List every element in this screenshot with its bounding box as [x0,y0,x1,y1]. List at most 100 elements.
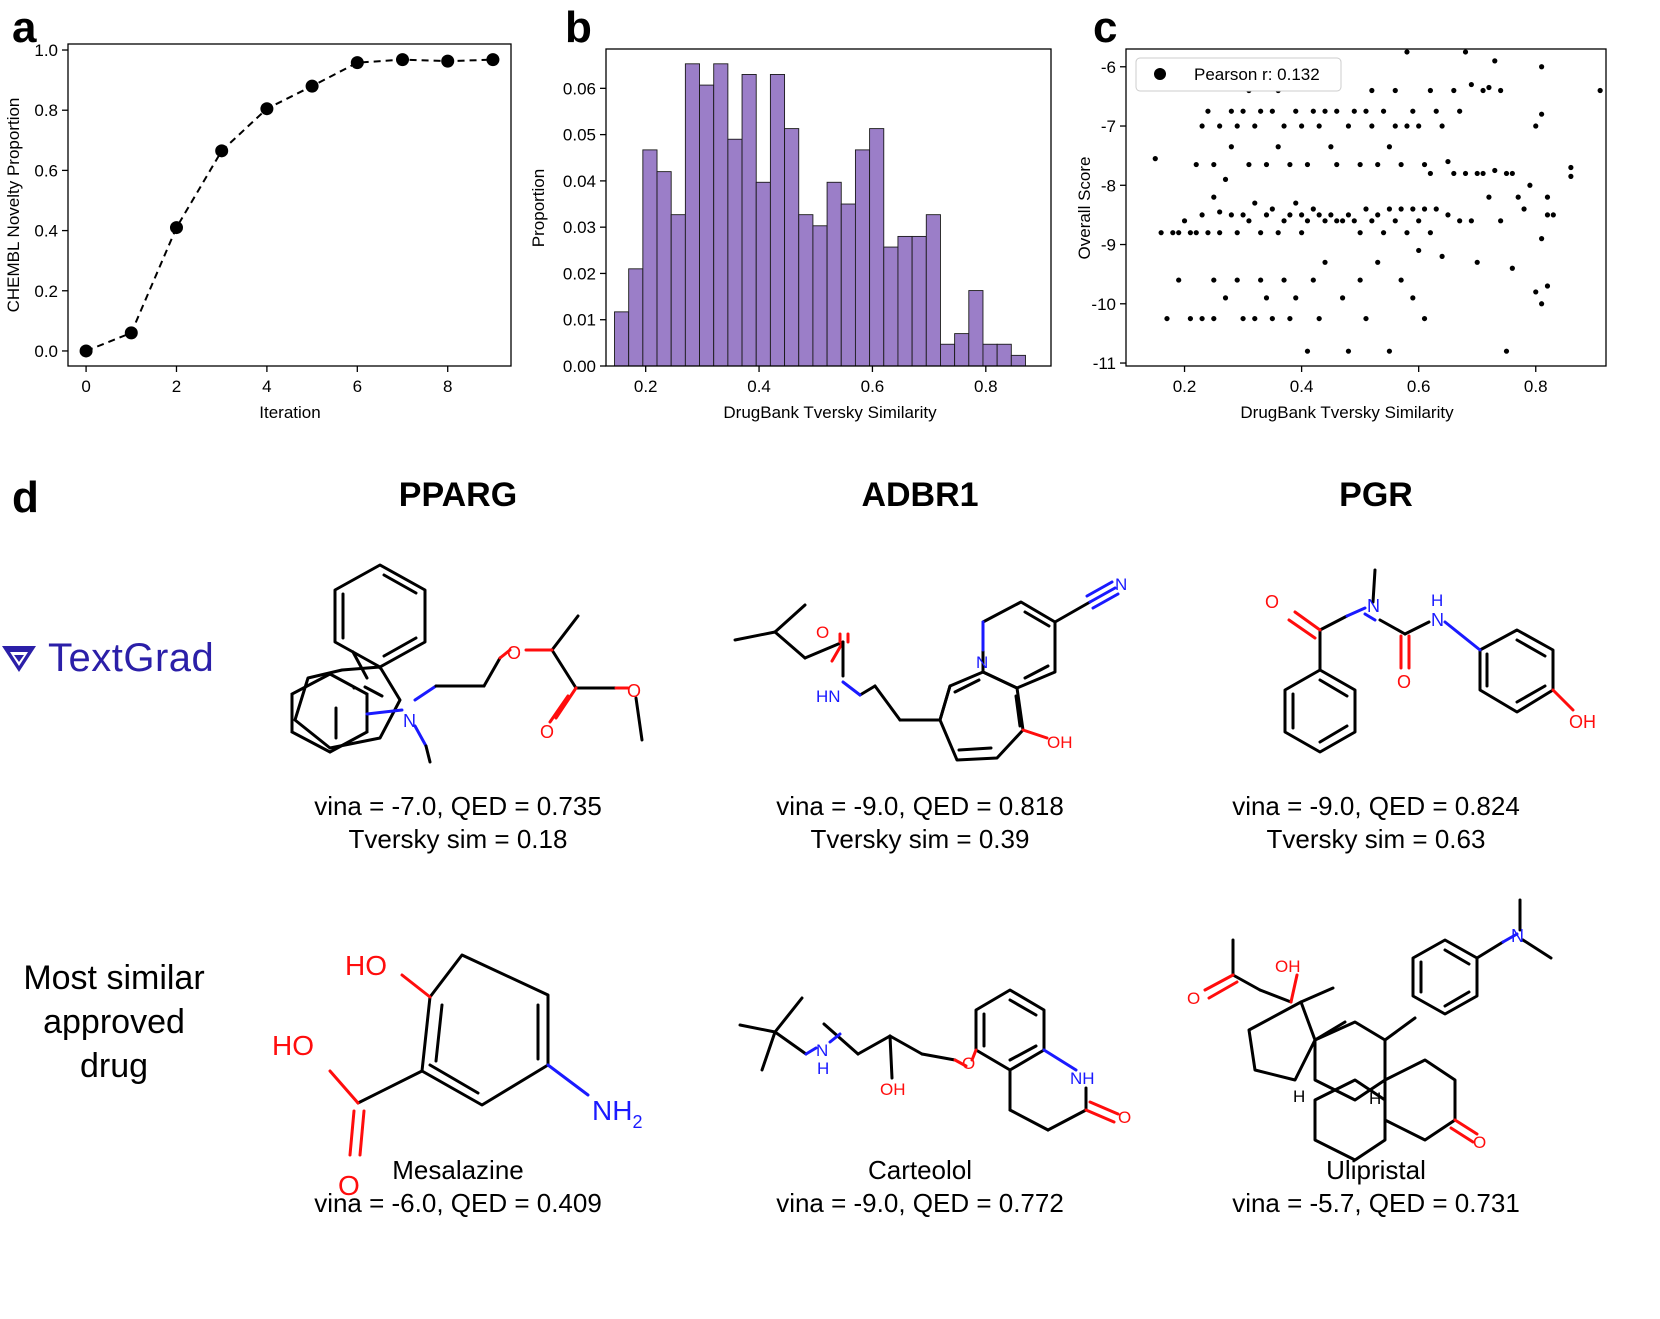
chart-c-point [1322,218,1328,224]
chart-a-point [305,79,319,93]
chart-c-ytick-label: -7 [1101,117,1116,136]
atom-o: O [627,681,641,701]
chart-b-bar [670,214,686,367]
chart-b-bar [699,84,715,367]
chart-c-point [1287,212,1293,218]
chart-c-point [1217,209,1223,215]
chart-b-xlabel: DrugBank Tversky Similarity [723,403,937,422]
chart-c-point [1433,206,1439,212]
chart-a-xtick-label: 0 [81,377,90,396]
chart-c-point [1439,123,1445,129]
chart-a-xtick-label: 6 [353,377,362,396]
chart-c-point [1275,230,1281,236]
chart-c-point [1404,49,1410,55]
chart-c-point [1199,212,1205,218]
chart-c-point [1369,218,1375,224]
chart-b-bar [727,138,743,367]
chart-c-point [1252,123,1258,129]
chart-c-point [1176,277,1182,283]
chart-c-point [1375,212,1381,218]
atom-o: O [338,1170,360,1201]
chart-c-point [1544,212,1551,218]
target-title-adbr1: ADBR1 [861,476,979,514]
chart-c-point [1533,289,1539,295]
chart-c-point [1439,253,1445,259]
chart-c-ytick-label: -11 [1093,354,1116,373]
chart-c-point [1211,161,1217,168]
chart-c-point [1539,64,1545,70]
chart-c-point [1304,348,1311,354]
atom-nh2-main: NH [592,1095,632,1126]
chart-c-xtick-label: 0.4 [1290,377,1314,396]
atom-o: O [962,1054,975,1073]
chart-b-bar [684,63,700,367]
chart-c-point [1357,230,1363,236]
chart-c-point [1462,170,1469,177]
chart-c-point [1310,206,1316,212]
row-label-line-2: approved [43,1003,185,1041]
chart-c-point [1345,348,1352,354]
chart-b-xtick-label: 0.8 [974,377,998,396]
chart-c-point [1515,194,1521,200]
chart-c-point [1334,161,1340,168]
chart-c-point [1310,108,1316,114]
chart-c-point [1287,161,1293,168]
chart-c-point [1539,111,1545,117]
chart-c-point [1275,144,1281,150]
chart-b-bar [642,149,658,367]
atom-o: O [1397,672,1411,692]
chart-c-point [1468,218,1474,224]
chart-c-point [1357,277,1363,283]
chart-c-point [1416,218,1422,224]
chart-b-bar [968,290,984,367]
chart-c-legend-text: Pearson r: 0.132 [1194,65,1320,84]
chart-a-novelty: 0 2 4 6 8 0.0 0.2 0.4 0.6 0.8 1.0 Iteration CHEMBL… [4,41,512,422]
chart-c-point [1246,161,1252,168]
chart-c-point [1503,170,1510,177]
caption-mesalazine: Mesalazine vina = -6.0, QED = 0.409 [228,1154,688,1220]
chart-c-point [1498,87,1504,94]
chart-c-point [1299,230,1305,236]
chart-c-frame [1125,48,1607,367]
chart-a-xlabel: Iteration [259,403,320,422]
chart-c-point [1304,218,1311,224]
chart-b-bar [826,181,842,367]
chart-c-point [1480,87,1486,94]
chart-b-ylabel: Proportion [529,169,548,247]
chart-c-point [1199,123,1205,129]
chart-c-point [1509,265,1515,271]
chart-a-xtick-label: 2 [172,377,181,396]
chart-c-point [1521,206,1527,212]
chart-b-bar [869,128,885,367]
chart-c-point [1410,295,1416,301]
atom-n: N [1511,926,1524,946]
chart-c-point [1568,164,1574,171]
chart-a-point [169,221,183,235]
chart-c-point [1445,158,1451,165]
chart-c-xtick-label: 0.2 [1173,377,1197,396]
chart-c-ytick-label: -10 [1091,295,1116,314]
caption-carteolol: Carteolol vina = -9.0, QED = 0.772 [690,1154,1150,1220]
chart-c-xtick-label: 0.8 [1524,377,1548,396]
chart-c-point [1404,123,1410,129]
chart-c-point [1222,176,1229,182]
chart-c-point [1486,194,1492,200]
chart-c-point [1398,206,1404,212]
chart-a-xtick-label: 8 [443,377,452,396]
chart-c-point [1339,218,1346,224]
chart-c-point [1375,259,1381,265]
chart-b-bar [854,149,871,367]
chart-c-point [1498,218,1504,224]
chart-a-point [215,144,229,158]
textgrad-logo-icon [2,645,36,672]
caption-carteolol-name: Carteolol [867,1155,973,1185]
chart-c-point [1222,295,1229,301]
chart-a-point [396,53,410,67]
chart-c-point [1375,161,1381,168]
chart-c-point [1310,277,1316,283]
chart-c-point [1316,212,1322,218]
chart-a-point [79,344,93,358]
chart-b-bar [614,311,630,367]
chart-c-point [1568,173,1574,179]
chart-c-point [1392,123,1398,129]
